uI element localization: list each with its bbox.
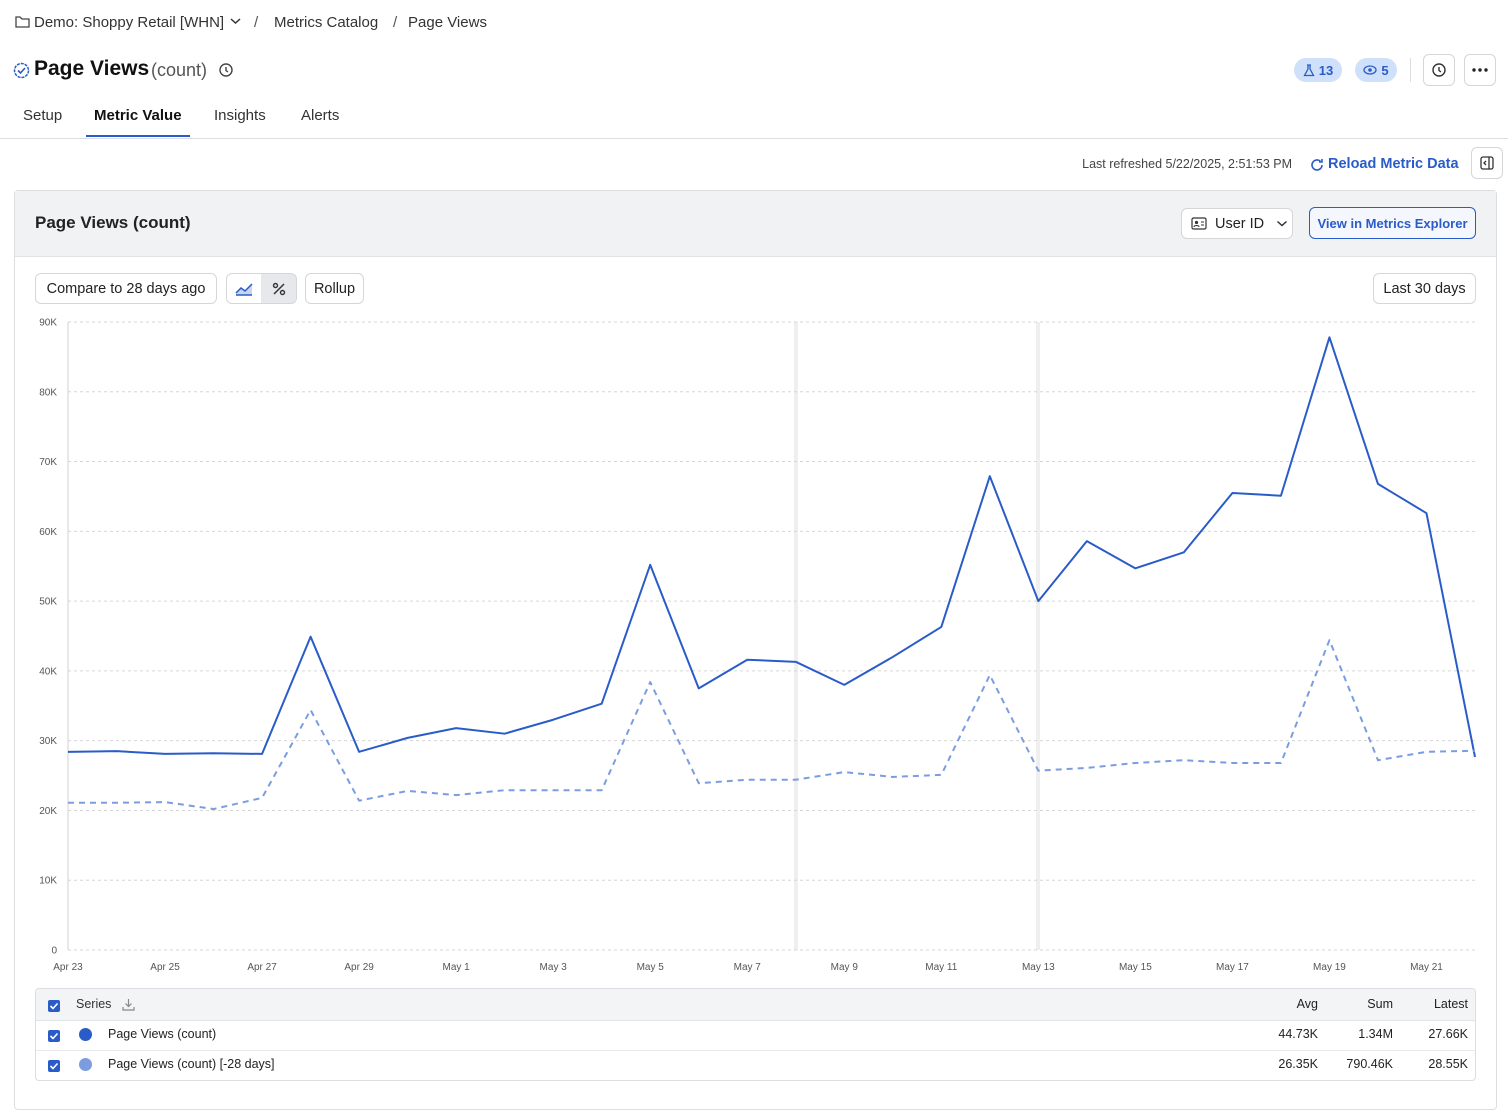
checkbox[interactable] (48, 1030, 60, 1042)
collapse-icon (1480, 156, 1494, 170)
column-header[interactable]: Avg (1296, 997, 1318, 1011)
x-tick-label: May 17 (1216, 962, 1249, 973)
column-header[interactable]: Latest (1433, 997, 1468, 1011)
explorer-button[interactable]: View in Metrics Explorer (1309, 207, 1476, 239)
breadcrumb: Page Views (408, 14, 487, 31)
group-by-dropdown[interactable]: User ID (1181, 208, 1293, 239)
y-tick-label: 20K (39, 806, 57, 817)
x-tick-label: May 3 (540, 962, 568, 973)
reload-button[interactable]: Reload Metric Data (1328, 156, 1459, 172)
chart: 0 10K 20K 30K 40K 50K 60K 70K 80K 90K Apr 23 Apr 25… (39, 318, 1476, 973)
toggle-percent[interactable] (261, 274, 296, 303)
legend-label[interactable]: Page Views (count) [-28 days] (108, 1057, 275, 1071)
badge-count: 13 (1318, 62, 1334, 78)
page-subtitle: (count) (151, 60, 208, 80)
x-tick-label: May 5 (637, 962, 665, 973)
more-icon (1472, 68, 1488, 72)
collapse-button[interactable] (1471, 147, 1503, 179)
x-tick-label: May 19 (1313, 962, 1346, 973)
eye-icon (1363, 65, 1378, 75)
verified-icon (13, 62, 30, 79)
y-tick-label: 0 (51, 946, 57, 957)
tabs-border (0, 138, 1508, 139)
y-tick-label: 10K (39, 876, 57, 887)
legend-dot (79, 1058, 92, 1071)
y-tick-label: 70K (39, 457, 57, 468)
chevron-icon[interactable] (229, 16, 242, 26)
badge[interactable]: 13 (1294, 58, 1342, 82)
row-divider (36, 1050, 1475, 1051)
x-tick-label: May 7 (734, 962, 762, 973)
y-tick-label: 60K (39, 527, 57, 538)
more-button[interactable] (1464, 54, 1496, 86)
dropdown-label: User ID (1215, 215, 1265, 232)
download-icon[interactable] (122, 998, 135, 1011)
tab-underline (86, 135, 190, 137)
legend-table: Series Avg Sum Latest Page Views (count)… (35, 988, 1476, 1081)
column-header[interactable]: Sum (1367, 997, 1393, 1011)
checkbox[interactable] (48, 1060, 60, 1072)
legend-label[interactable]: Page Views (count) (108, 1027, 217, 1041)
series-line (68, 639, 1476, 811)
chart-icon (235, 282, 253, 296)
divider (1410, 58, 1411, 82)
y-tick-label: 80K (39, 387, 57, 398)
tab[interactable]: Metric Value (94, 107, 182, 124)
compare-button[interactable]: Compare to 28 days ago (35, 273, 217, 304)
page-title: Page Views (34, 57, 150, 80)
week-marker (1036, 322, 1040, 950)
id-icon (1191, 217, 1207, 230)
rollup-button[interactable]: Rollup (305, 273, 364, 304)
legend-stat: 790.46K (1346, 1057, 1393, 1071)
legend-stat: 27.66K (1428, 1027, 1468, 1041)
series-line (67, 336, 1476, 758)
badge-count: 5 (1381, 62, 1389, 78)
history-icon (1432, 63, 1446, 77)
legend-stat: 44.73K (1278, 1027, 1318, 1041)
percent-icon (272, 282, 285, 295)
view-toggle[interactable] (226, 273, 297, 304)
folder-icon (15, 16, 30, 28)
legend-stat: 26.35K (1278, 1057, 1318, 1071)
y-tick-label: 40K (39, 666, 57, 677)
x-tick-label: Apr 27 (247, 962, 277, 973)
x-tick-label: May 1 (443, 962, 471, 973)
series-header[interactable]: Series (76, 997, 112, 1011)
last-refreshed: Last refreshed 5/22/2025, 2:51:53 PM (1082, 157, 1292, 171)
tab[interactable]: Setup (23, 107, 63, 124)
badge[interactable]: 5 (1355, 58, 1397, 82)
legend-dot (79, 1028, 92, 1041)
table-header (36, 989, 1475, 1021)
history-icon[interactable] (218, 62, 234, 78)
breadcrumb[interactable]: Metrics Catalog (274, 14, 379, 31)
tab[interactable]: Insights (214, 107, 266, 124)
x-tick-label: May 15 (1119, 962, 1152, 973)
toggle-chart[interactable] (227, 274, 261, 303)
y-tick-label: 30K (39, 736, 57, 747)
y-tick-label: 50K (39, 597, 57, 608)
checkbox[interactable] (48, 1000, 60, 1012)
legend-stat: 1.34M (1358, 1027, 1393, 1041)
panel-title: Page Views (count) (35, 213, 191, 232)
chevron-icon (1277, 220, 1288, 227)
x-tick-label: May 21 (1410, 962, 1443, 973)
week-marker (794, 322, 798, 950)
tab[interactable]: Alerts (301, 107, 340, 124)
x-tick-label: Apr 29 (344, 962, 374, 973)
history-button[interactable] (1423, 54, 1455, 86)
x-tick-label: May 9 (831, 962, 859, 973)
x-tick-label: May 11 (925, 962, 957, 973)
x-tick-label: Apr 23 (53, 962, 83, 973)
range-button[interactable]: Last 30 days (1373, 273, 1476, 304)
separator: / (254, 14, 259, 31)
breadcrumb[interactable]: Demo: Shoppy Retail [WHN] (34, 14, 225, 31)
separator: / (393, 14, 398, 31)
legend-stat: 28.55K (1428, 1057, 1468, 1071)
x-tick-label: May 13 (1022, 962, 1055, 973)
x-tick-label: Apr 25 (150, 962, 180, 973)
y-tick-label: 90K (39, 318, 57, 329)
reload-icon[interactable] (1309, 157, 1325, 173)
flask-icon (1303, 63, 1315, 76)
